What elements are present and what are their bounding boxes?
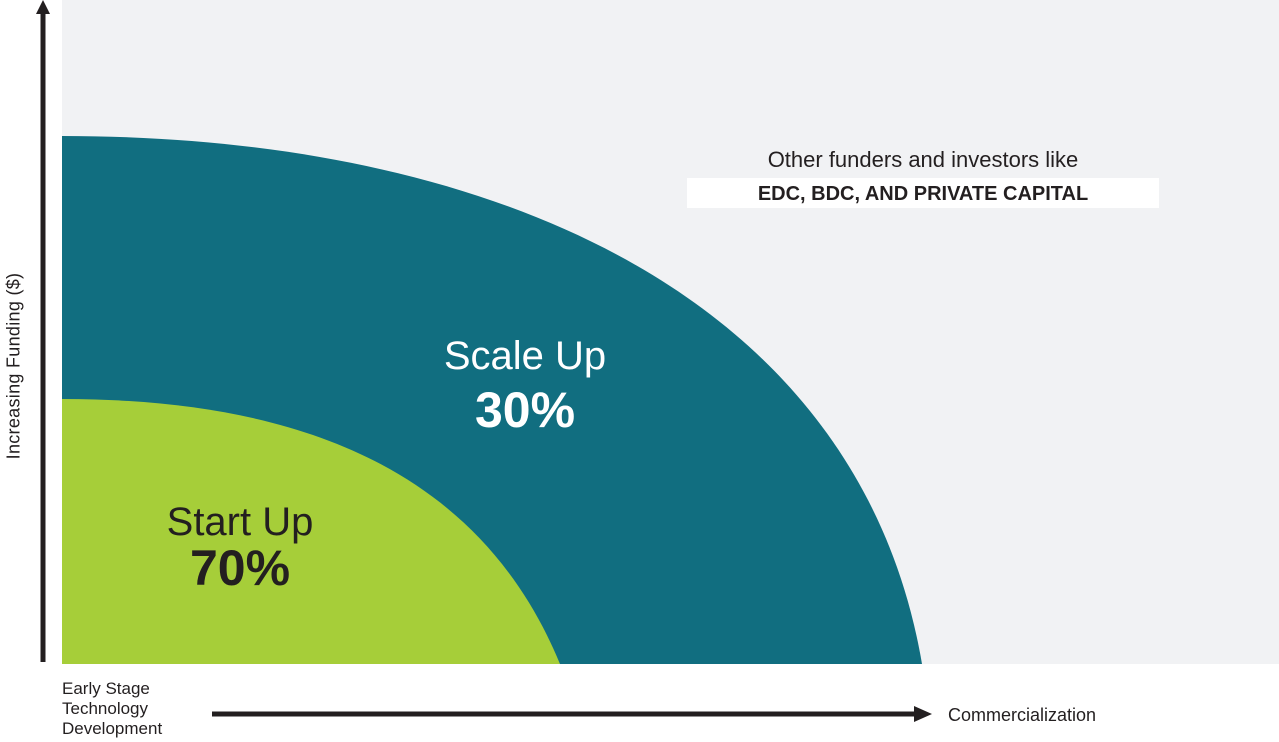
- start-up-region: [62, 399, 560, 664]
- x-axis-start-line-2: Technology: [62, 699, 149, 718]
- y-axis-label-container: Increasing Funding ($): [0, 0, 30, 742]
- other-funders-text: Other funders and investors like: [767, 147, 1079, 172]
- x-axis-arrowhead: [914, 706, 932, 722]
- x-axis-start-line-3: Development: [62, 719, 163, 738]
- x-axis-start-label: Early Stage Technology Development: [62, 679, 162, 739]
- x-axis-start-line-1: Early Stage: [62, 679, 150, 698]
- scale-up-percent: 30%: [474, 382, 576, 438]
- other-funders-highlight: EDC, BDC, AND PRIVATE CAPITAL: [687, 178, 1159, 208]
- x-axis-end-label: Commercialization: [948, 705, 1097, 725]
- scale-up-label: Scale Up: [443, 334, 607, 378]
- start-up-label: Start Up: [166, 500, 314, 544]
- start-up-percent: 70%: [189, 540, 291, 596]
- y-axis-label: Increasing Funding ($): [3, 272, 24, 460]
- y-axis-arrowhead: [36, 0, 50, 14]
